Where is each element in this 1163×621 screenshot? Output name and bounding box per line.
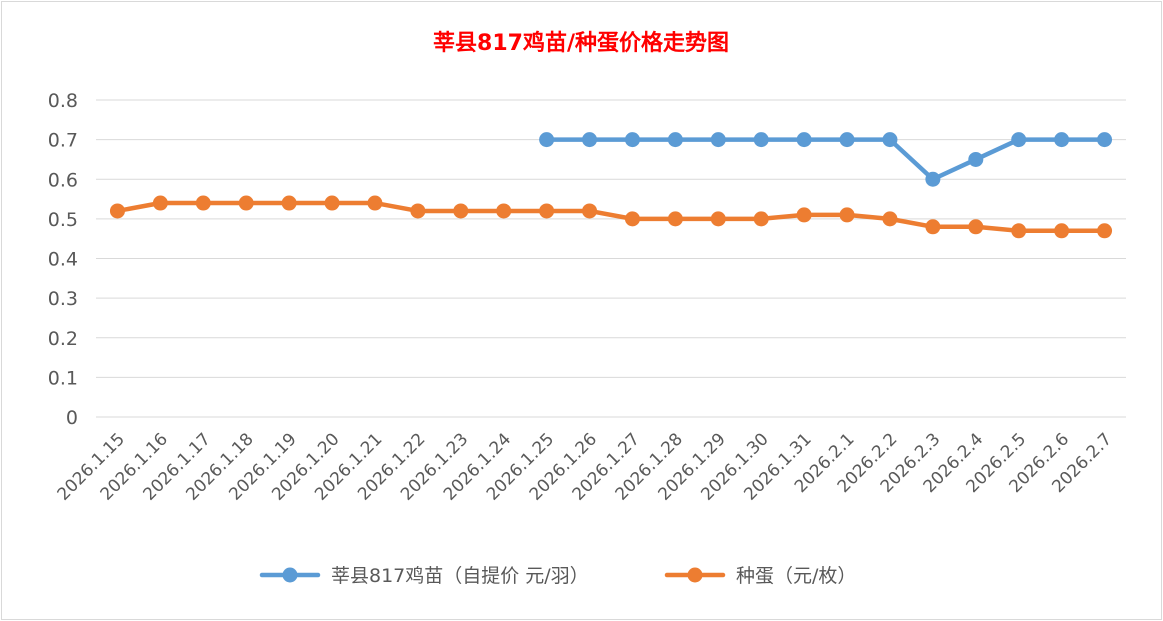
data-point — [582, 203, 598, 219]
data-point — [667, 211, 683, 227]
data-point — [839, 207, 855, 223]
data-point — [925, 219, 941, 235]
series-2 — [109, 195, 1113, 239]
y-tick-label: 0.5 — [48, 209, 78, 231]
data-point — [839, 132, 855, 148]
data-point — [882, 132, 898, 148]
data-point — [796, 207, 812, 223]
y-tick-label: 0.4 — [48, 249, 78, 271]
data-point — [539, 203, 555, 219]
data-point — [968, 151, 984, 167]
data-point — [281, 195, 297, 211]
data-point — [1054, 223, 1070, 239]
y-tick-label: 0.6 — [48, 169, 78, 191]
legend-swatch-marker — [282, 567, 298, 583]
data-point — [753, 132, 769, 148]
data-point — [410, 203, 426, 219]
y-tick-label: 0.8 — [48, 90, 78, 112]
y-tick-label: 0.7 — [48, 130, 78, 152]
data-point — [1054, 132, 1070, 148]
data-point — [710, 132, 726, 148]
data-point — [1097, 223, 1113, 239]
series-lines — [109, 132, 1113, 239]
data-point — [367, 195, 383, 211]
legend-label: 莘县817鸡苗（自提价 元/羽） — [331, 565, 589, 587]
y-axis: 0 0.1 0.2 0.3 0.4 0.5 0.6 0.7 0.8 — [48, 90, 78, 429]
y-tick-label: 0.2 — [48, 328, 78, 350]
data-point — [1011, 132, 1027, 148]
y-tick-label: 0 — [66, 407, 78, 429]
data-point — [624, 132, 640, 148]
data-point — [324, 195, 340, 211]
gridlines — [96, 99, 1126, 418]
data-point — [710, 211, 726, 227]
legend-swatch-marker — [687, 567, 703, 583]
data-point — [968, 219, 984, 235]
data-point — [753, 211, 769, 227]
x-axis: 2026.1.152026.1.162026.1.172026.1.182026… — [54, 429, 1116, 504]
legend-item: 莘县817鸡苗（自提价 元/羽） — [259, 565, 589, 587]
data-point — [1097, 132, 1113, 148]
data-point — [496, 203, 512, 219]
y-tick-label: 0.3 — [48, 288, 78, 310]
data-point — [624, 211, 640, 227]
series-line — [115, 200, 1107, 234]
data-point — [539, 132, 555, 148]
y-tick-label: 0.1 — [48, 367, 78, 389]
data-point — [796, 132, 812, 148]
data-point — [882, 211, 898, 227]
legend-label: 种蛋（元/枚） — [736, 565, 856, 587]
data-point — [667, 132, 683, 148]
data-point — [152, 195, 168, 211]
data-point — [453, 203, 469, 219]
data-point — [925, 171, 941, 187]
data-point — [238, 195, 254, 211]
legend-item: 种蛋（元/枚） — [664, 565, 856, 587]
legend: 莘县817鸡苗（自提价 元/羽） 种蛋（元/枚） — [259, 565, 856, 587]
chart-title: 莘县817鸡苗/种蛋价格走势图 — [433, 30, 729, 56]
data-point — [109, 203, 125, 219]
series-1 — [539, 132, 1113, 187]
data-point — [1011, 223, 1027, 239]
data-point — [582, 132, 598, 148]
data-point — [195, 195, 211, 211]
